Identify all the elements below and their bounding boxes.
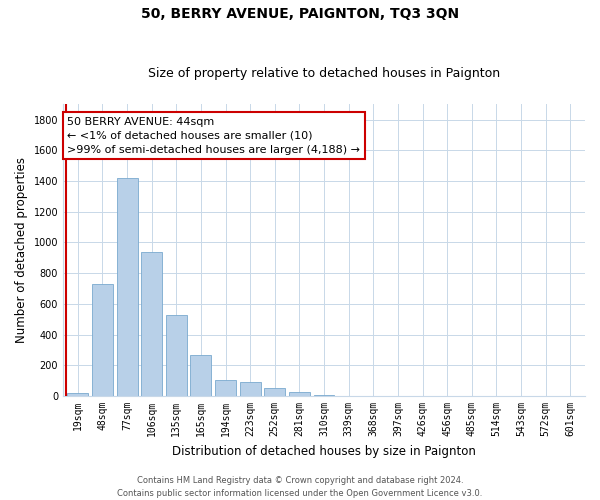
Bar (141, 252, 162, 396)
Y-axis label: Number of detached properties: Number of detached properties (15, 157, 28, 343)
X-axis label: Distribution of detached houses by size in Paignton: Distribution of detached houses by size … (172, 444, 476, 458)
Bar (239, 382, 260, 396)
Bar (215, 380, 236, 396)
Bar (190, 354, 211, 396)
Text: 50 BERRY AVENUE: 44sqm
← <1% of detached houses are smaller (10)
>99% of semi-de: 50 BERRY AVENUE: 44sqm ← <1% of detached… (67, 116, 361, 154)
Text: Contains HM Land Registry data © Crown copyright and database right 2024.
Contai: Contains HM Land Registry data © Crown c… (118, 476, 482, 498)
Bar (116, 178, 137, 396)
Bar (265, 388, 285, 396)
Bar (166, 314, 187, 396)
Text: 50, BERRY AVENUE, PAIGNTON, TQ3 3QN: 50, BERRY AVENUE, PAIGNTON, TQ3 3QN (141, 8, 459, 22)
Bar (67, 393, 88, 396)
Bar (289, 392, 310, 396)
Title: Size of property relative to detached houses in Paignton: Size of property relative to detached ho… (148, 66, 500, 80)
Bar (92, 284, 113, 396)
